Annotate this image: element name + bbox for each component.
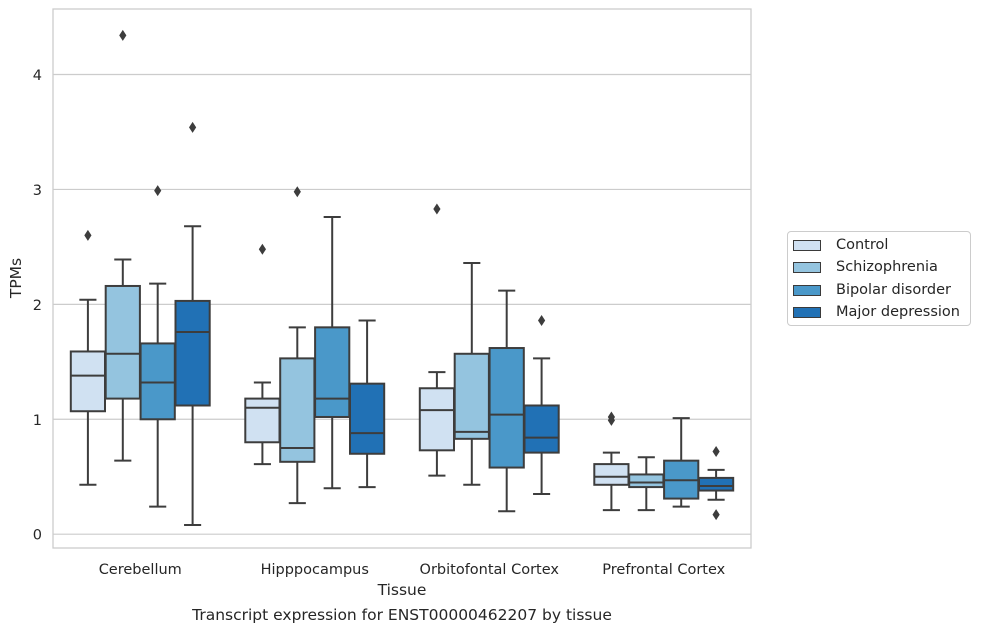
y-tick-labels: 0 1 2 3 4 — [33, 68, 42, 544]
plot-frame — [52, 8, 752, 549]
legend-swatch-schizophrenia — [793, 261, 821, 273]
x-tick-labels: Cerebellum Hipppocampus Orbitofontal Corte… — [99, 562, 726, 578]
box-iqr — [314, 326, 351, 418]
legend-item-schizophrenia: Schizophrenia — [793, 258, 938, 276]
box-3-0 — [174, 121, 211, 527]
y-tick-label: 2 — [33, 298, 42, 314]
box-iqr — [453, 352, 490, 440]
outlier-point — [538, 314, 546, 326]
box-0-0 — [69, 229, 107, 486]
outlier-point — [189, 121, 197, 133]
box-series — [69, 29, 735, 527]
outlier-point — [154, 185, 162, 197]
box-0-2 — [418, 203, 456, 477]
box-3-1 — [348, 319, 386, 489]
box-2-0 — [139, 185, 176, 508]
box-3-2 — [523, 314, 560, 495]
box-2-1 — [314, 216, 351, 490]
legend-swatch-bipolar-disorder — [793, 284, 821, 296]
box-iqr — [488, 347, 525, 469]
box-0-3 — [593, 411, 630, 512]
outlier-point — [119, 29, 127, 41]
outlier-point — [293, 186, 301, 198]
box-iqr — [628, 473, 665, 489]
y-tick-label: 1 — [33, 413, 42, 429]
legend-label-control: Control — [836, 237, 889, 253]
outlier-point — [712, 445, 720, 457]
box-2-3 — [663, 417, 700, 508]
legend-label-bipolar-disorder: Bipolar disorder — [836, 282, 951, 298]
x-tick-label: Hipppocampus — [261, 562, 369, 578]
box-3-3 — [697, 445, 735, 521]
y-tick-label: 4 — [33, 68, 42, 84]
x-tick-label: Orbitofontal Cortex — [420, 562, 560, 578]
box-2-2 — [488, 289, 525, 513]
box-iqr — [174, 299, 211, 407]
y-tick-label: 3 — [33, 183, 42, 199]
legend-item-bipolar-disorder: Bipolar disorder — [793, 281, 951, 299]
box-iqr — [244, 397, 281, 444]
box-iqr — [523, 404, 560, 454]
legend-item-major-depression: Major depression — [793, 303, 960, 321]
box-iqr — [697, 476, 735, 492]
box-1-1 — [279, 186, 316, 505]
box-0-1 — [244, 243, 281, 466]
outlier-point — [258, 243, 266, 255]
x-axis-label: Tissue — [377, 581, 427, 599]
y-tick-label: 0 — [33, 528, 42, 544]
box-iqr — [104, 284, 141, 400]
x-tick-label: Cerebellum — [99, 562, 182, 578]
plot-background — [53, 9, 751, 548]
outlier-point — [607, 411, 615, 423]
box-iqr — [418, 387, 456, 452]
outlier-point — [712, 509, 720, 521]
legend-label-major-depression: Major depression — [836, 304, 960, 320]
outlier-point — [84, 229, 92, 241]
x-tick-label: Prefrontal Cortex — [602, 562, 725, 578]
box-iqr — [69, 350, 107, 413]
outlier-point — [433, 203, 441, 215]
legend-label-schizophrenia: Schizophrenia — [836, 259, 938, 275]
box-iqr — [139, 342, 176, 421]
y-axis-label: TPMs — [7, 258, 25, 299]
legend-swatch-control — [793, 239, 821, 251]
box-iqr — [593, 463, 630, 486]
legend-swatch-major-depression — [793, 306, 821, 318]
box-1-0 — [104, 29, 141, 462]
box-iqr — [348, 382, 386, 455]
legend-item-control: Control — [793, 236, 888, 254]
figure-caption: Transcript expression for ENST0000046220… — [192, 606, 612, 624]
legend: Control Schizophrenia Bipolar disorder M… — [787, 231, 971, 326]
box-iqr — [279, 357, 316, 463]
